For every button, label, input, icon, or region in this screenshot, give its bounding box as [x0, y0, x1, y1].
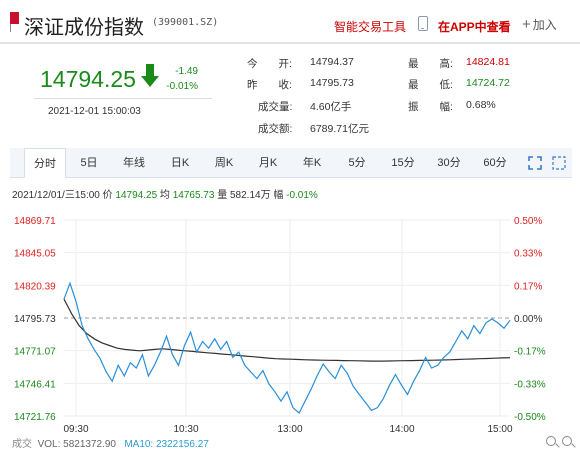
- y-tick-label: 14845.05: [14, 249, 56, 260]
- view-in-app-link[interactable]: 在APP中查看: [438, 20, 511, 34]
- open-label: 今 开:: [247, 58, 292, 70]
- tab-30min[interactable]: 30分: [437, 157, 461, 169]
- page-header: 深证成份指数 (399001.SZ) 智能交易工具 在APP中查看 + 加入: [0, 0, 580, 42]
- x-tick-label: 15:00: [487, 424, 512, 434]
- add-watchlist-button[interactable]: + 加入: [522, 16, 557, 33]
- amount-label: 成交额:: [258, 123, 293, 135]
- tooltip-info-line: 2021/12/01/三15:00 价 14794.25 均 14765.73 …: [12, 186, 318, 201]
- amount-value: 6789.71亿元: [310, 123, 369, 135]
- volume-section-label: 成交: [12, 439, 32, 450]
- amplitude-label: 振 幅:: [408, 101, 453, 113]
- y-tick-label: 14820.39: [14, 281, 56, 292]
- info-vol-label: 量: [217, 190, 228, 201]
- chart-grid: [64, 219, 510, 417]
- x-tick-label: 10:30: [173, 424, 198, 434]
- low-label: 最 低:: [408, 79, 453, 91]
- quote-divider: [34, 98, 212, 99]
- current-price: 14794.25: [40, 66, 136, 92]
- open-value: 14794.37: [310, 56, 354, 68]
- tab-year-line[interactable]: 年线: [123, 157, 145, 169]
- volume-label: 成交量:: [258, 101, 293, 113]
- x-tick-label: 13:00: [277, 424, 302, 434]
- x-tick-label: 09:30: [63, 424, 88, 434]
- y-tick-label: 14746.41: [14, 379, 56, 390]
- period-tabs: 分时 5日 年线 日K 周K 月K 年K 5分 15分 30分 60分: [10, 148, 572, 178]
- zoom-out-icon[interactable]: [546, 436, 556, 446]
- y-right-tick-label: -0.17%: [514, 347, 546, 358]
- tab-weekly-k[interactable]: 周K: [214, 157, 234, 169]
- flag-icon: [10, 12, 19, 32]
- index-title: 深证成份指数: [24, 17, 144, 39]
- volume-value: 4.60亿手: [310, 101, 352, 113]
- info-avg: 14765.73: [172, 190, 215, 201]
- zoom-in-icon[interactable]: [562, 436, 572, 446]
- y-right-tick-label: 0.50%: [514, 216, 542, 227]
- down-arrow-icon: [141, 64, 159, 87]
- smart-trading-tool-link[interactable]: 智能交易工具: [334, 20, 407, 34]
- phone-icon: [418, 16, 428, 31]
- info-avg-label: 均: [159, 190, 170, 201]
- price-change: -1.49 -0.01%: [164, 64, 198, 94]
- info-datetime: 2021/12/01/三15:00: [12, 190, 100, 201]
- x-tick-label: 14:00: [389, 424, 414, 434]
- intraday-chart[interactable]: 14869.71 14845.05 14820.39 14795.73 14771.07…: [0, 200, 580, 434]
- time-axis: 09:30 10:30 13:00 14:00 15:00: [63, 424, 512, 434]
- info-vol: 582.14万: [229, 190, 271, 201]
- low-value: 14724.72: [466, 77, 510, 89]
- tab-daily-k[interactable]: 日K: [170, 157, 190, 169]
- y-tick-label: 14721.76: [14, 412, 56, 423]
- volume-indicator: 成交 VOL: 5821372.90 MA10: 2322156.27: [12, 435, 209, 450]
- tab-5day[interactable]: 5日: [80, 157, 98, 169]
- prev-close-label: 昨 收:: [247, 79, 292, 91]
- tab-15min[interactable]: 15分: [391, 157, 415, 169]
- high-value: 14824.81: [466, 56, 510, 68]
- info-pct: -0.01%: [286, 190, 318, 201]
- change-percent: -0.01%: [166, 81, 198, 92]
- header-divider: [0, 42, 580, 44]
- tab-5min[interactable]: 5分: [348, 157, 366, 169]
- tab-monthly-k[interactable]: 月K: [258, 157, 278, 169]
- info-pct-label: 幅: [273, 190, 284, 201]
- left-price-axis: 14869.71 14845.05 14820.39 14795.73 14771.07…: [14, 216, 56, 423]
- prev-close-value: 14795.73: [310, 77, 354, 89]
- y-tick-label: 14795.73: [14, 314, 56, 325]
- fullscreen-icon[interactable]: [528, 156, 542, 170]
- amplitude-value: 0.68%: [466, 99, 496, 111]
- y-tick-label: 14869.71: [14, 216, 56, 227]
- vol-value: VOL: 5821372.90: [37, 439, 116, 450]
- y-right-tick-label: -0.33%: [514, 379, 546, 390]
- y-right-tick-label: 0.33%: [514, 249, 542, 260]
- high-label: 最 高:: [408, 58, 453, 70]
- price-line: [63, 281, 511, 414]
- y-tick-label: 14771.07: [14, 347, 56, 358]
- change-value: -1.49: [175, 66, 198, 77]
- y-right-tick-label: -0.50%: [514, 412, 546, 423]
- y-right-tick-label: 0.17%: [514, 281, 542, 292]
- y-right-tick-label: 0.00%: [514, 314, 542, 325]
- tab-60min[interactable]: 60分: [483, 157, 507, 169]
- index-code: (399001.SZ): [152, 17, 219, 28]
- ma10-value: MA10: 2322156.27: [124, 439, 209, 450]
- info-price-label: 价: [102, 190, 113, 201]
- tab-yearly-k[interactable]: 年K: [302, 157, 322, 169]
- plus-icon: +: [522, 16, 531, 33]
- info-price: 14794.25: [115, 190, 158, 201]
- quote-datetime: 2021-12-01 15:00:03: [48, 106, 141, 117]
- add-label: 加入: [532, 18, 557, 32]
- right-percent-axis: 0.50% 0.33% 0.17% 0.00% -0.17% -0.33% -0.50%: [514, 216, 546, 423]
- expand-icon[interactable]: [552, 156, 566, 170]
- tab-intraday[interactable]: 分时: [24, 148, 66, 178]
- average-price-line: [63, 298, 511, 362]
